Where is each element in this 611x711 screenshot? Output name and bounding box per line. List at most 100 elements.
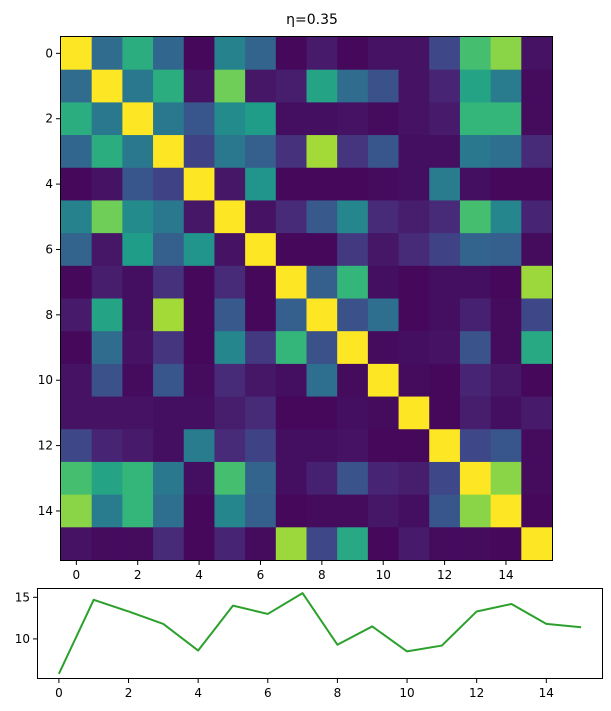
heatmap-cell xyxy=(61,265,93,300)
x-tick-label: 14 xyxy=(539,686,554,700)
heatmap-cell xyxy=(275,461,308,496)
heatmap-cell xyxy=(245,298,277,332)
heatmap-cell xyxy=(490,331,522,365)
heatmap-cell xyxy=(521,102,553,136)
heatmap-cell xyxy=(91,527,123,561)
heatmap-cell xyxy=(275,429,308,463)
heatmap-cell xyxy=(275,527,308,561)
heatmap-cell xyxy=(429,396,461,430)
heatmap-cell xyxy=(183,135,216,169)
heatmap-cell xyxy=(61,429,93,463)
heatmap-cell xyxy=(153,69,185,103)
heatmap-cell xyxy=(91,200,123,234)
heatmap-cell xyxy=(61,69,93,103)
heatmap-cell xyxy=(521,461,553,496)
heatmap-cell xyxy=(275,331,308,365)
heatmap-cell xyxy=(153,298,185,332)
heatmap-cell xyxy=(459,331,492,365)
series-line xyxy=(57,592,582,675)
heatmap-cell xyxy=(367,265,400,300)
heatmap-cell xyxy=(367,102,400,136)
y-tick-label: 14 xyxy=(38,504,53,518)
heatmap-cell xyxy=(275,363,308,398)
heatmap-cell xyxy=(490,167,522,202)
heatmap-cell xyxy=(459,37,492,71)
heatmap-cell xyxy=(398,102,430,136)
heatmap-cell xyxy=(459,233,492,267)
heatmap-cell xyxy=(306,331,338,365)
heatmap-cell xyxy=(91,167,123,202)
heatmap-cell xyxy=(490,461,522,496)
heatmap-cell xyxy=(61,298,93,332)
heatmap-cell xyxy=(398,461,430,496)
heatmap-cell xyxy=(337,233,369,267)
heatmap-title: η=0.35 xyxy=(286,12,338,28)
heatmap-cell xyxy=(153,233,185,267)
heatmap-cell xyxy=(122,37,154,71)
x-tick-label: 2 xyxy=(134,568,142,582)
heatmap-cell xyxy=(398,69,430,103)
heatmap-cell xyxy=(122,331,154,365)
heatmap-cell xyxy=(122,461,154,496)
x-tick-label: 12 xyxy=(469,686,484,700)
heatmap-cell xyxy=(429,102,461,136)
heatmap-cell xyxy=(521,363,553,398)
heatmap-cell xyxy=(275,494,308,528)
heatmap-cell xyxy=(337,200,369,234)
heatmap-cell xyxy=(122,233,154,267)
heatmap-cell xyxy=(490,69,522,103)
heatmap-cell xyxy=(398,396,430,430)
heatmap-cell xyxy=(61,527,93,561)
heatmap-cell xyxy=(398,37,430,71)
y-tick-label: 15 xyxy=(15,590,30,604)
heatmap-cell xyxy=(398,494,430,528)
heatmap-cell xyxy=(183,102,216,136)
heatmap-cell xyxy=(122,69,154,103)
heatmap-cell xyxy=(398,265,430,300)
heatmap-cell xyxy=(367,494,400,528)
heatmap-cell xyxy=(429,429,461,463)
x-tick-label: 0 xyxy=(73,568,81,582)
heatmap-cell xyxy=(337,396,369,430)
heatmap-cell xyxy=(429,527,461,561)
heatmap-cell xyxy=(367,429,400,463)
heatmap-cell xyxy=(459,167,492,202)
heatmap-cell xyxy=(337,494,369,528)
heatmap-cell xyxy=(183,396,216,430)
heatmap-cell xyxy=(459,102,492,136)
heatmap-cell xyxy=(245,396,277,430)
heatmap-cell xyxy=(367,396,400,430)
heatmap-cell xyxy=(521,331,553,365)
heatmap-cell xyxy=(245,233,277,267)
heatmap-cell xyxy=(429,265,461,300)
heatmap-cell xyxy=(337,363,369,398)
heatmap-cell xyxy=(398,200,430,234)
x-tick-label: 6 xyxy=(264,686,272,700)
heatmap-cell xyxy=(429,167,461,202)
heatmap-cell xyxy=(245,69,277,103)
x-tick-label: 4 xyxy=(194,686,202,700)
heatmap-cell xyxy=(275,396,308,430)
heatmap-cell xyxy=(153,396,185,430)
heatmap-cell xyxy=(61,363,93,398)
heatmap-cell xyxy=(245,461,277,496)
heatmap-cell xyxy=(521,265,553,300)
y-tick-label: 8 xyxy=(45,308,53,322)
heatmap-cell xyxy=(429,331,461,365)
x-tick-label: 0 xyxy=(55,686,63,700)
heatmap-cell xyxy=(122,396,154,430)
heatmap-cell xyxy=(306,167,338,202)
heatmap-cell xyxy=(153,200,185,234)
heatmap-cell xyxy=(91,265,123,300)
heatmap-cell xyxy=(521,167,553,202)
heatmap-cell xyxy=(367,298,400,332)
x-tick-label: 14 xyxy=(498,568,513,582)
heatmap-cell xyxy=(429,363,461,398)
heatmap-cell xyxy=(214,102,246,136)
heatmap-cell xyxy=(521,135,553,169)
heatmap-cell xyxy=(61,494,93,528)
heatmap-cell xyxy=(367,167,400,202)
heatmap-cell xyxy=(214,527,246,561)
heatmap-cell xyxy=(245,200,277,234)
